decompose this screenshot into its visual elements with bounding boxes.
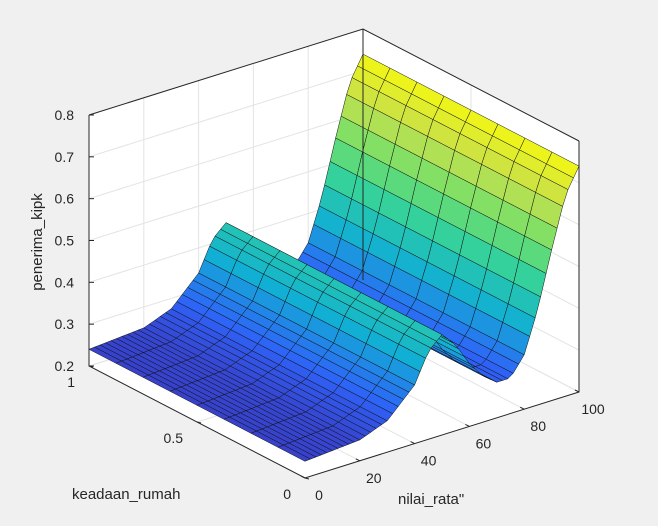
- y-tick-mark: [196, 421, 202, 424]
- x-tick-label: 80: [530, 418, 546, 434]
- x-tick-mark: [465, 423, 470, 427]
- z-tick-label: 0.2: [55, 358, 75, 374]
- x-tick-mark: [574, 389, 580, 393]
- z-tick-label: 0.5: [55, 233, 75, 249]
- x-tick-label: 20: [366, 470, 382, 486]
- x-axis-label: nilai_rata": [398, 491, 464, 508]
- x-tick-label: 0: [315, 487, 323, 503]
- surface-patch: [277, 444, 312, 462]
- x-tick-mark: [410, 441, 415, 445]
- x-tick-label: 60: [476, 435, 492, 451]
- z-tick-label: 0.8: [55, 107, 75, 123]
- y-tick-label: 1: [67, 374, 75, 390]
- surface-mesh: [88, 53, 580, 462]
- x-tick-label: 100: [581, 401, 605, 417]
- x-tick-label: 40: [421, 453, 437, 469]
- x-tick-mark: [355, 458, 361, 462]
- y-tick-label: 0.5: [164, 430, 184, 446]
- z-tick-label: 0.4: [55, 274, 75, 290]
- x-tick-mark: [300, 475, 306, 479]
- z-tick-label: 0.3: [55, 316, 75, 332]
- y-tick-label: 0: [283, 486, 291, 502]
- x-tick-mark: [519, 406, 525, 410]
- y-axis-label: keadaan_rumah: [72, 486, 180, 503]
- z-tick-label: 0.6: [55, 191, 75, 207]
- axes-ticks: 0 20 40 60 80 100 0 0.5 10.2 0.3 0.4 0.5 0.6 0.7 0.8: [55, 107, 605, 503]
- z-axis-label: penerima_kipk: [29, 193, 46, 291]
- z-tick-label: 0.7: [55, 149, 75, 165]
- y-tick-mark: [304, 477, 310, 480]
